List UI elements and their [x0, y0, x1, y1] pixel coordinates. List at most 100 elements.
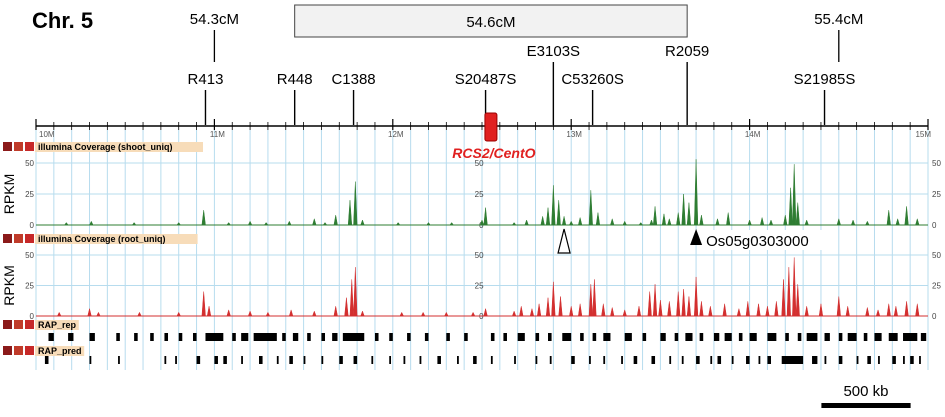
annotation-block	[353, 356, 358, 364]
annotation-block	[134, 333, 138, 341]
annotation-block	[389, 333, 393, 341]
shoot-coverage-track: 502505025050250RPKM	[1, 159, 941, 230]
coverage-peak	[708, 306, 713, 317]
coverage-peak	[715, 217, 720, 226]
coverage-peak	[792, 164, 797, 226]
coverage-peak	[226, 309, 231, 317]
annotation-block	[548, 333, 552, 341]
annotation-block	[812, 356, 818, 364]
annotation-block	[44, 356, 49, 364]
annotation-block	[824, 356, 827, 364]
coverage-peak	[540, 216, 545, 226]
annotation-block	[660, 333, 666, 341]
coverage-peak	[201, 210, 206, 226]
annotation-block	[903, 356, 905, 364]
track-title-bg	[35, 142, 203, 152]
annotation-block	[339, 356, 343, 364]
annotation-block	[867, 356, 871, 364]
annotation-block	[920, 333, 927, 341]
y-tick-label: 0	[30, 221, 35, 230]
coverage-peak	[886, 210, 891, 226]
coverage-peak	[786, 267, 791, 317]
annotation-block	[424, 333, 429, 341]
coverage-peak	[818, 303, 824, 317]
y-tick-label: 0	[932, 312, 937, 321]
coverage-peak	[569, 220, 574, 226]
annotation-block	[838, 356, 843, 364]
coverage-peak	[722, 303, 727, 317]
annotation-block	[164, 356, 167, 364]
annotation-block	[621, 356, 623, 364]
gene-label: Os05g0303000	[706, 233, 809, 250]
coverage-peak	[904, 301, 909, 317]
annotation-block	[863, 333, 868, 341]
annotation-block	[878, 356, 880, 364]
annotation-block	[919, 356, 921, 364]
coverage-peak	[783, 215, 788, 226]
coverage-peak	[622, 220, 627, 226]
annotation-block	[603, 333, 611, 341]
y-tick-label: 0	[30, 312, 35, 321]
annotation-block	[178, 333, 183, 341]
marker-label: R413	[188, 71, 224, 88]
annotation-block	[457, 356, 459, 364]
annotation-block	[292, 333, 299, 341]
coverage-peak	[536, 303, 542, 317]
ruler-tick-label: 12M	[388, 130, 404, 139]
annotation-block	[824, 333, 830, 341]
coverage-peak	[226, 222, 231, 226]
coverage-peak	[551, 185, 556, 226]
coverage-peak	[836, 296, 841, 317]
annotation-block	[473, 356, 477, 364]
track-title-bg	[35, 320, 79, 330]
annotation-block	[48, 333, 54, 341]
annotation-block	[624, 333, 632, 341]
annotation-block	[674, 333, 679, 341]
ruler-tick-label: 15M	[915, 130, 931, 139]
annotation-block	[303, 356, 306, 364]
annotation-block	[717, 356, 722, 364]
annotation-block	[517, 333, 525, 341]
rap-rep-track	[48, 333, 927, 341]
annotation-block	[549, 356, 552, 364]
coverage-peak	[601, 303, 606, 317]
y-tick-label: 50	[25, 251, 34, 260]
coverage-peak	[312, 310, 317, 317]
coverage-peak	[865, 220, 870, 226]
coverage-peak	[895, 217, 900, 226]
annotation-block	[874, 333, 882, 341]
annotations: Os05g0303000	[557, 228, 834, 254]
track-title: RAP_pred	[38, 346, 82, 356]
annotation-block	[888, 333, 898, 341]
marker-label: R2059	[665, 43, 709, 60]
annotation-block	[371, 356, 374, 364]
annotation-block	[603, 356, 606, 364]
coverage-peak	[561, 216, 567, 226]
annotation-block	[856, 356, 859, 364]
annotation-block	[342, 333, 365, 341]
coverage-peak	[353, 181, 358, 226]
annotation-block	[580, 333, 584, 341]
coverage-peak	[667, 301, 672, 317]
help-icon	[25, 234, 34, 243]
annotation-block	[903, 333, 918, 341]
edit-icon	[3, 346, 12, 355]
coverage-peak	[638, 222, 644, 226]
cm-label: 55.4cM	[814, 11, 863, 28]
annotation-block	[490, 333, 495, 341]
annotation-block	[633, 356, 638, 364]
ruler-tick-label: 11M	[210, 130, 225, 139]
coverage-peak	[661, 213, 667, 226]
coverage-peak	[636, 306, 642, 317]
y-tick-label: 25	[475, 190, 484, 199]
coverage-peak	[649, 219, 654, 226]
marker-label: R448	[277, 71, 313, 88]
annotation-block	[403, 356, 406, 364]
coverage-peak	[595, 212, 601, 226]
annotation-block	[713, 333, 720, 341]
coverage-peak	[551, 281, 556, 317]
annotation-block	[562, 333, 572, 341]
coverage-peak	[795, 202, 800, 226]
gene-arrow-filled	[690, 229, 703, 245]
